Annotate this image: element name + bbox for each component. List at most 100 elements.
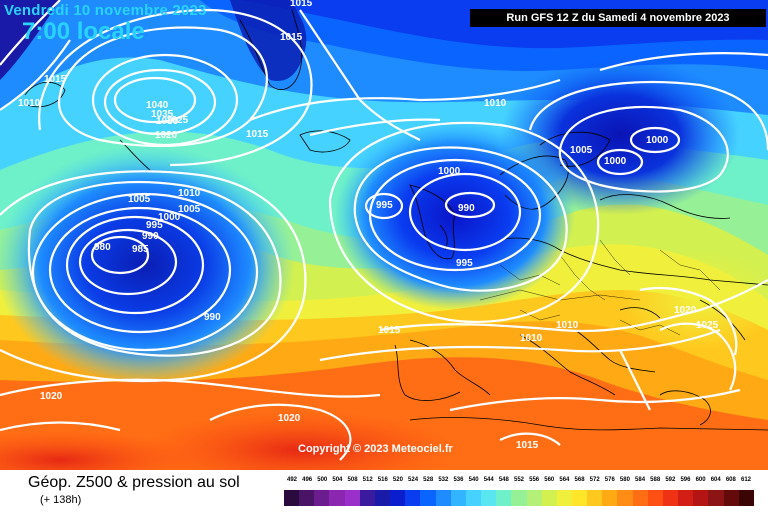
pressure-label: 1010 — [520, 333, 543, 344]
color-scale-label: 512 — [362, 477, 373, 483]
color-scale-swatch — [526, 490, 542, 506]
color-scale-label: 492 — [286, 477, 297, 483]
color-scale-swatch — [556, 490, 572, 506]
color-scale-label: 600 — [695, 477, 706, 483]
color-scale-swatch — [481, 490, 497, 506]
pressure-label: 1020 — [674, 305, 697, 316]
pressure-label: 1005 — [570, 145, 593, 156]
legend-panel: Géop. Z500 & pression au sol (+ 138h) 49… — [0, 470, 768, 512]
color-scale-swatch — [541, 490, 557, 506]
color-scale-swatch — [359, 490, 375, 506]
color-scale-label: 572 — [589, 477, 600, 483]
color-scale-label: 560 — [544, 477, 555, 483]
color-scale-swatch — [344, 490, 360, 506]
pressure-label: 1010 — [178, 188, 201, 199]
pressure-label: 980 — [94, 242, 111, 253]
pressure-label: 1015 — [516, 440, 539, 451]
color-scale-swatch — [587, 490, 603, 506]
color-scale-swatch — [390, 490, 406, 506]
pressure-label: 1015 — [290, 0, 313, 9]
color-scale-label: 564 — [559, 477, 570, 483]
color-scale-bar — [284, 490, 754, 506]
color-scale-label: 604 — [710, 477, 721, 483]
pressure-label: 1015 — [378, 325, 401, 336]
color-scale: 492 496 500 504 508 512 516 520 524 528 532 536 540 5… — [284, 477, 754, 509]
pressure-label: 1035 — [151, 109, 174, 120]
pressure-label: 1010 — [18, 98, 41, 109]
color-scale-swatch — [405, 490, 421, 506]
pressure-label: 995 — [456, 258, 473, 269]
color-scale-label: 608 — [725, 477, 736, 483]
color-scale-label: 520 — [392, 477, 403, 483]
color-scale-labels: 492 496 500 504 508 512 516 520 524 528 532 536 540 5… — [284, 477, 754, 487]
color-scale-label: 596 — [680, 477, 691, 483]
color-scale-swatch — [571, 490, 588, 506]
color-scale-swatch — [678, 490, 694, 506]
copyright-text: Copyright © 2023 Meteociel.fr — [298, 443, 453, 455]
color-scale-label: 508 — [347, 477, 358, 483]
pressure-label: 1000 — [604, 156, 627, 167]
color-scale-label: 504 — [332, 477, 343, 483]
pressure-label: 1015 — [246, 129, 269, 140]
color-scale-swatch — [374, 490, 391, 506]
pressure-label: 1005 — [128, 194, 151, 205]
color-scale-swatch — [647, 490, 663, 506]
pressure-label: 1010 — [556, 320, 579, 331]
color-scale-label: 524 — [408, 477, 419, 483]
color-scale-swatch — [329, 490, 345, 506]
color-scale-label: 552 — [513, 477, 524, 483]
color-scale-swatch — [708, 490, 724, 506]
color-scale-swatch — [693, 490, 709, 506]
pressure-label: 990 — [204, 312, 221, 323]
color-scale-label: 540 — [468, 477, 479, 483]
color-scale-swatch — [465, 490, 482, 506]
forecast-date: Vendredi 10 novembre 2023 — [4, 2, 207, 19]
color-scale-label: 496 — [302, 477, 313, 483]
pressure-label: 1020 — [155, 130, 178, 141]
color-scale-label: 516 — [377, 477, 388, 483]
weather-map: 1015 1015 1015 1010 1040 1035 1030 1025 … — [0, 0, 768, 490]
color-scale-label: 588 — [650, 477, 661, 483]
color-scale-label: 612 — [740, 477, 751, 483]
legend-forecast-hour: (+ 138h) — [40, 494, 82, 506]
legend-title: Géop. Z500 & pression au sol — [28, 474, 240, 491]
color-scale-swatch — [299, 490, 315, 506]
map-svg: 1015 1015 1015 1010 1040 1035 1030 1025 … — [0, 0, 768, 490]
coastlines — [24, 9, 768, 431]
color-scale-label: 536 — [453, 477, 464, 483]
pressure-label: 1025 — [696, 320, 719, 331]
color-scale-swatch — [496, 490, 512, 506]
pressure-label: 1000 — [646, 135, 669, 146]
color-scale-label: 548 — [498, 477, 509, 483]
color-scale-label: 584 — [635, 477, 646, 483]
color-scale-label: 576 — [604, 477, 615, 483]
pressure-label: 990 — [458, 203, 475, 214]
color-scale-swatch — [723, 490, 739, 506]
color-scale-swatch — [602, 490, 618, 506]
color-scale-swatch — [617, 490, 633, 506]
color-scale-label: 500 — [317, 477, 328, 483]
pressure-label: 1015 — [280, 32, 303, 43]
color-scale-label: 568 — [574, 477, 585, 483]
color-scale-swatch — [284, 490, 300, 506]
color-scale-swatch — [314, 490, 330, 506]
pressure-label: 1000 — [158, 212, 181, 223]
pressure-label: 1025 — [166, 115, 189, 126]
isobars — [0, 0, 768, 461]
pressure-label: 995 — [146, 220, 163, 231]
color-scale-label: 544 — [483, 477, 494, 483]
pressure-label: 1005 — [178, 204, 201, 215]
greenland-shape — [230, 0, 307, 81]
color-scale-swatch — [420, 490, 436, 506]
color-scale-label: 580 — [619, 477, 630, 483]
color-scale-swatch — [511, 490, 527, 506]
color-scale-swatch — [435, 490, 451, 506]
pressure-label: 1020 — [278, 413, 301, 424]
pressure-label: 1020 — [40, 391, 63, 402]
color-scale-swatch — [662, 490, 679, 506]
pressure-label: 1010 — [484, 98, 507, 109]
pressure-label: 1040 — [146, 100, 169, 111]
pressure-label: 1015 — [44, 74, 67, 85]
pressure-label: 1000 — [438, 166, 461, 177]
run-info-banner: Run GFS 12 Z du Samedi 4 novembre 2023 — [470, 9, 766, 27]
